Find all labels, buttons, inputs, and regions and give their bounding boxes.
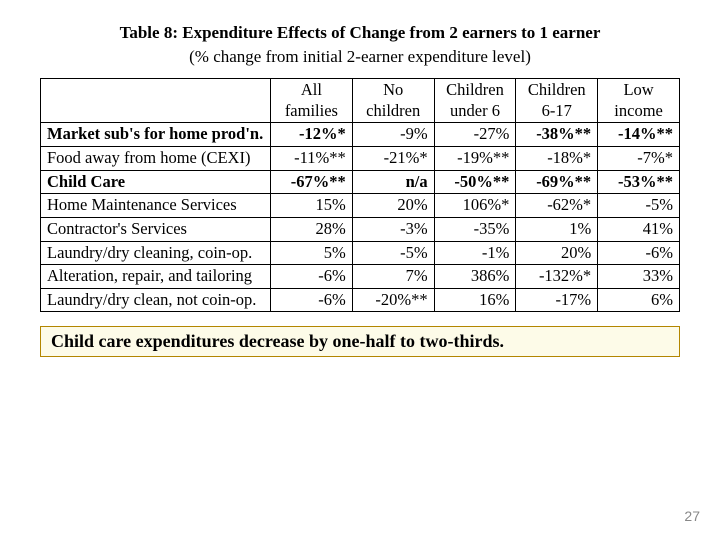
row-label: Laundry/dry cleaning, coin-op. <box>41 241 271 265</box>
cell-value: -53%** <box>598 170 680 194</box>
cell-value: 41% <box>598 217 680 241</box>
cell-value: 5% <box>271 241 353 265</box>
cell-value: 33% <box>598 265 680 289</box>
table-row: Food away from home (CEXI)-11%**-21%*-19… <box>41 147 680 171</box>
table-row: Child Care-67%**n/a-50%**-69%**-53%** <box>41 170 680 194</box>
cell-value: -6% <box>598 241 680 265</box>
table-row: Contractor's Services28%-3%-35%1%41% <box>41 217 680 241</box>
table-header: Childrenunder 6 <box>434 79 516 123</box>
callout-note: Child care expenditures decrease by one-… <box>40 326 680 357</box>
row-label: Market sub's for home prod'n. <box>41 123 271 147</box>
page-number: 27 <box>684 508 700 524</box>
table-header-blank <box>41 79 271 123</box>
cell-value: -38%** <box>516 123 598 147</box>
row-label: Contractor's Services <box>41 217 271 241</box>
cell-value: -11%** <box>271 147 353 171</box>
table-row: Laundry/dry clean, not coin-op.-6%-20%**… <box>41 288 680 312</box>
row-label: Alteration, repair, and tailoring <box>41 265 271 289</box>
cell-value: -67%** <box>271 170 353 194</box>
cell-value: 7% <box>352 265 434 289</box>
cell-value: -50%** <box>434 170 516 194</box>
expenditure-table: Allfamilies Nochildren Childrenunder 6 C… <box>40 78 680 312</box>
cell-value: 15% <box>271 194 353 218</box>
table-header: Children6-17 <box>516 79 598 123</box>
table-row: Alteration, repair, and tailoring-6%7%38… <box>41 265 680 289</box>
cell-value: -35% <box>434 217 516 241</box>
cell-value: -12%* <box>271 123 353 147</box>
row-label: Laundry/dry clean, not coin-op. <box>41 288 271 312</box>
cell-value: -27% <box>434 123 516 147</box>
cell-value: -6% <box>271 288 353 312</box>
cell-value: -1% <box>434 241 516 265</box>
cell-value: 6% <box>598 288 680 312</box>
cell-value: n/a <box>352 170 434 194</box>
row-label: Food away from home (CEXI) <box>41 147 271 171</box>
table-row: Market sub's for home prod'n.-12%*-9%-27… <box>41 123 680 147</box>
table-row: Home Maintenance Services15%20%106%*-62%… <box>41 194 680 218</box>
cell-value: -3% <box>352 217 434 241</box>
cell-value: -69%** <box>516 170 598 194</box>
cell-value: -20%** <box>352 288 434 312</box>
cell-value: 28% <box>271 217 353 241</box>
cell-value: 1% <box>516 217 598 241</box>
cell-value: 20% <box>516 241 598 265</box>
cell-value: 386% <box>434 265 516 289</box>
table-header-row: Allfamilies Nochildren Childrenunder 6 C… <box>41 79 680 123</box>
cell-value: -5% <box>352 241 434 265</box>
cell-value: -7%* <box>598 147 680 171</box>
cell-value: -62%* <box>516 194 598 218</box>
table-title: Table 8: Expenditure Effects of Change f… <box>40 22 680 44</box>
table-subtitle: (% change from initial 2-earner expendit… <box>40 46 680 68</box>
cell-value: -5% <box>598 194 680 218</box>
cell-value: -14%** <box>598 123 680 147</box>
table-header: Lowincome <box>598 79 680 123</box>
cell-value: 16% <box>434 288 516 312</box>
cell-value: -9% <box>352 123 434 147</box>
cell-value: -19%** <box>434 147 516 171</box>
cell-value: 20% <box>352 194 434 218</box>
table-row: Laundry/dry cleaning, coin-op.5%-5%-1%20… <box>41 241 680 265</box>
cell-value: -6% <box>271 265 353 289</box>
cell-value: -18%* <box>516 147 598 171</box>
row-label: Child Care <box>41 170 271 194</box>
table-header: Allfamilies <box>271 79 353 123</box>
row-label: Home Maintenance Services <box>41 194 271 218</box>
cell-value: -132%* <box>516 265 598 289</box>
table-header: Nochildren <box>352 79 434 123</box>
cell-value: -21%* <box>352 147 434 171</box>
cell-value: -17% <box>516 288 598 312</box>
cell-value: 106%* <box>434 194 516 218</box>
